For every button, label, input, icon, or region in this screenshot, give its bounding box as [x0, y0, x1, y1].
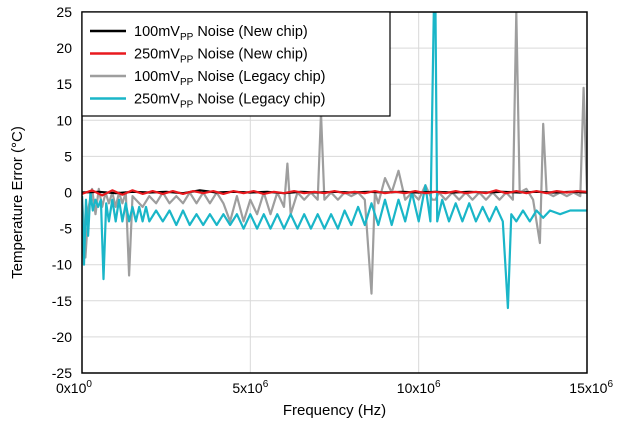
y-axis-ticks: 25 20 15 10 5 0 -5 -10 -15 -20 -25 [52, 4, 72, 381]
x-tick-mantissa: 10x10 [397, 380, 435, 396]
x-tick-label: 5x106 [232, 379, 268, 396]
legend-entry: 100mVPP Noise (New chip) [134, 24, 308, 43]
legend: 100mVPP Noise (New chip) 250mVPP Noise (N… [81, 11, 391, 117]
x-tick-exponent: 6 [607, 379, 613, 390]
x-axis-label: Frequency (Hz) [283, 402, 386, 419]
series-layer [82, 12, 587, 310]
y-tick-label: 25 [56, 4, 72, 20]
y-tick-label: 10 [56, 112, 72, 128]
y-tick-label: 0 [64, 185, 72, 201]
x-tick-label: 0x100 [56, 379, 92, 396]
y-tick-label: 20 [56, 40, 72, 56]
x-tick-exponent: 6 [263, 379, 269, 390]
legend-entry: 100mVPP Noise (Legacy chip) [134, 69, 325, 88]
x-tick-mantissa: 15x10 [569, 380, 607, 396]
legend-box [81, 11, 391, 117]
y-axis-label: Temperature Error (°C) [9, 126, 26, 279]
y-tick-label: -5 [60, 221, 73, 237]
legend-entry: 250mVPP Noise (Legacy chip) [134, 92, 325, 111]
x-tick-label: 10x106 [397, 379, 441, 396]
x-axis-ticks: 0x100 5x106 10x106 15x106 [56, 379, 613, 396]
series-line-2 [82, 189, 587, 197]
y-tick-label: -10 [52, 257, 72, 273]
series-line-4 [82, 12, 587, 310]
y-tick-label: -15 [52, 293, 72, 309]
y-tick-label: 15 [56, 76, 72, 92]
x-tick-mantissa: 5x10 [232, 380, 263, 396]
legend-entry: 250mVPP Noise (New chip) [134, 47, 308, 66]
y-tick-label: -25 [52, 365, 72, 381]
y-tick-label: -20 [52, 329, 72, 345]
x-tick-mantissa: 0x10 [56, 380, 87, 396]
y-tick-label: 5 [64, 148, 72, 164]
x-tick-exponent: 6 [435, 379, 441, 390]
x-tick-label: 15x106 [569, 379, 613, 396]
x-tick-exponent: 0 [86, 379, 92, 390]
